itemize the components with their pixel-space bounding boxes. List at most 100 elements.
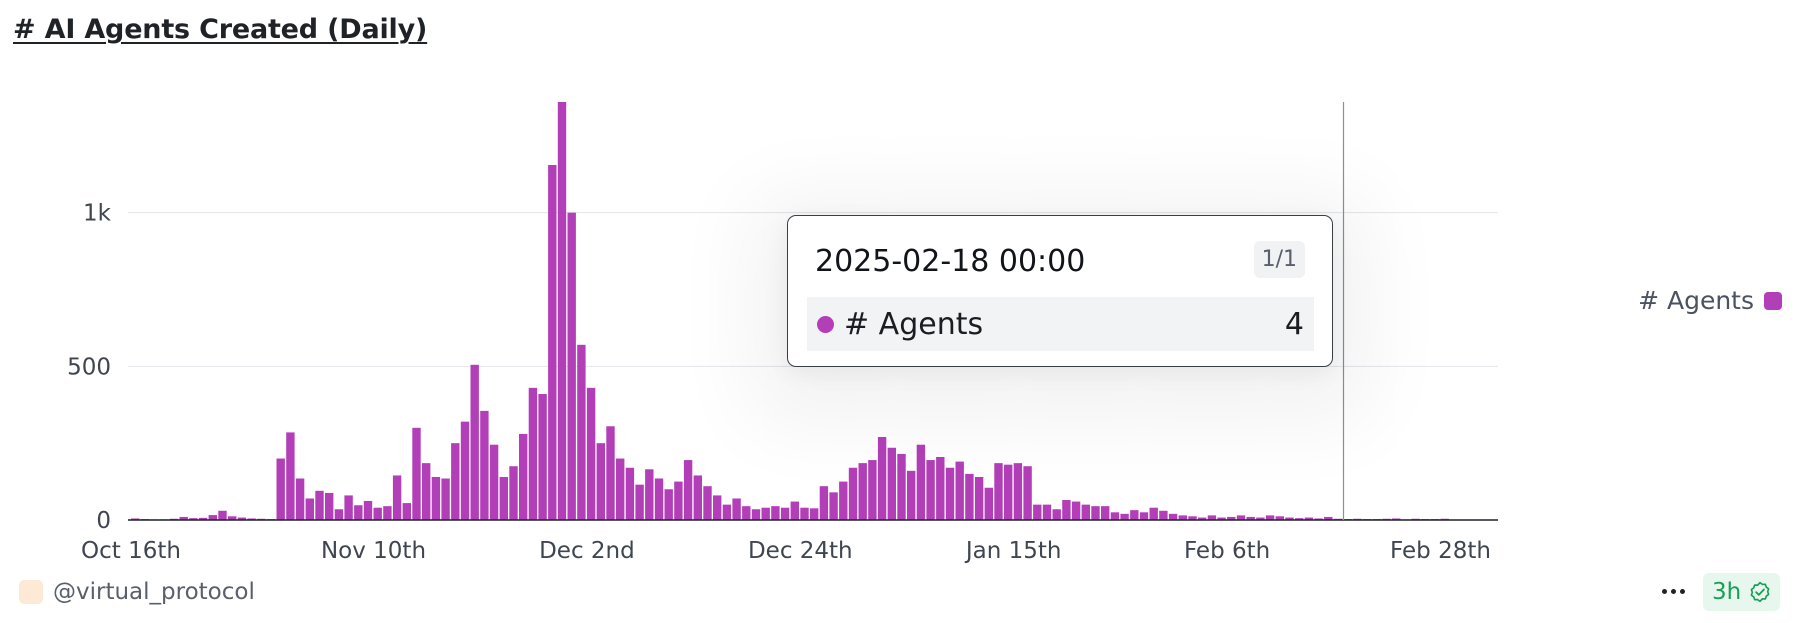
- refresh-age-badge[interactable]: 3h: [1703, 573, 1781, 611]
- bar[interactable]: [392, 475, 402, 520]
- bar[interactable]: [1110, 512, 1120, 520]
- bar[interactable]: [1033, 504, 1042, 520]
- bar[interactable]: [742, 506, 751, 520]
- bar[interactable]: [1042, 504, 1052, 520]
- bar[interactable]: [1314, 518, 1323, 520]
- bar[interactable]: [1168, 513, 1178, 520]
- bar[interactable]: [1149, 507, 1158, 520]
- bar[interactable]: [499, 476, 508, 520]
- bar[interactable]: [790, 501, 799, 520]
- bar[interactable]: [1091, 506, 1100, 520]
- bar[interactable]: [1188, 516, 1197, 520]
- bar[interactable]: [441, 478, 450, 520]
- bar[interactable]: [616, 458, 625, 520]
- bar[interactable]: [509, 466, 518, 520]
- bar[interactable]: [664, 489, 673, 520]
- bar[interactable]: [945, 467, 955, 520]
- bar[interactable]: [1139, 512, 1149, 520]
- more-dots-icon[interactable]: [1660, 581, 1687, 602]
- bar[interactable]: [751, 509, 761, 520]
- bar[interactable]: [247, 518, 256, 520]
- bar[interactable]: [1120, 513, 1129, 520]
- bar[interactable]: [228, 516, 237, 520]
- bar[interactable]: [839, 481, 848, 520]
- bar[interactable]: [926, 460, 935, 520]
- bar[interactable]: [674, 481, 683, 520]
- bar[interactable]: [1062, 500, 1071, 520]
- bar[interactable]: [470, 364, 479, 520]
- bar[interactable]: [363, 500, 373, 520]
- bar[interactable]: [1130, 510, 1139, 520]
- bar[interactable]: [179, 516, 188, 520]
- bar[interactable]: [645, 469, 654, 520]
- bar[interactable]: [344, 495, 353, 520]
- bar[interactable]: [586, 387, 596, 520]
- bar[interactable]: [354, 505, 363, 520]
- bar[interactable]: [1081, 504, 1090, 520]
- bar[interactable]: [829, 492, 838, 520]
- chart-bars[interactable]: [131, 102, 1449, 521]
- bar[interactable]: [295, 478, 305, 520]
- bar[interactable]: [1392, 518, 1401, 520]
- bar[interactable]: [654, 478, 664, 520]
- bar[interactable]: [1023, 466, 1032, 520]
- bar[interactable]: [897, 453, 906, 520]
- bar[interactable]: [431, 476, 441, 520]
- chart-legend[interactable]: # Agents: [1638, 286, 1782, 315]
- bar[interactable]: [955, 461, 964, 520]
- bar[interactable]: [1256, 517, 1265, 520]
- bar[interactable]: [1159, 510, 1168, 520]
- bar[interactable]: [916, 444, 926, 520]
- bar[interactable]: [422, 463, 431, 520]
- bar[interactable]: [286, 432, 295, 520]
- bar[interactable]: [1236, 515, 1246, 520]
- bar[interactable]: [373, 507, 382, 520]
- bar[interactable]: [519, 433, 528, 520]
- bar[interactable]: [402, 503, 411, 520]
- bar[interactable]: [877, 437, 887, 520]
- bar[interactable]: [887, 447, 896, 520]
- bar[interactable]: [606, 426, 615, 520]
- bar[interactable]: [683, 460, 693, 520]
- bar[interactable]: [800, 507, 809, 520]
- bar[interactable]: [276, 458, 285, 520]
- bar[interactable]: [383, 506, 392, 520]
- bar[interactable]: [1198, 517, 1207, 520]
- chart-title[interactable]: # AI Agents Created (Daily): [13, 14, 428, 45]
- bar[interactable]: [907, 470, 916, 520]
- bar[interactable]: [965, 473, 974, 520]
- bar[interactable]: [1275, 516, 1284, 520]
- bar[interactable]: [1217, 517, 1226, 520]
- bar[interactable]: [1004, 464, 1013, 520]
- bar[interactable]: [771, 506, 780, 520]
- bar[interactable]: [1295, 518, 1304, 520]
- bar[interactable]: [1178, 515, 1187, 520]
- bar[interactable]: [635, 484, 644, 520]
- author-avatar[interactable]: [19, 580, 43, 604]
- bar[interactable]: [189, 518, 198, 520]
- bar[interactable]: [237, 517, 247, 520]
- bar[interactable]: [1013, 463, 1023, 520]
- bar[interactable]: [451, 443, 460, 520]
- bar[interactable]: [1207, 515, 1217, 520]
- bar[interactable]: [131, 518, 140, 520]
- bar[interactable]: [994, 463, 1003, 520]
- bar[interactable]: [713, 495, 722, 520]
- bar[interactable]: [1227, 516, 1236, 520]
- bar[interactable]: [984, 487, 993, 520]
- bar[interactable]: [974, 476, 984, 520]
- bar[interactable]: [1052, 509, 1061, 520]
- bar[interactable]: [315, 490, 324, 520]
- bar[interactable]: [218, 510, 227, 520]
- bar[interactable]: [625, 467, 635, 520]
- bar[interactable]: [528, 387, 538, 520]
- bar[interactable]: [858, 463, 867, 520]
- bar[interactable]: [577, 344, 586, 520]
- bar[interactable]: [693, 475, 702, 520]
- bar[interactable]: [868, 460, 877, 520]
- bar[interactable]: [208, 515, 217, 520]
- bar[interactable]: [198, 517, 208, 520]
- author-handle[interactable]: @virtual_protocol: [53, 579, 255, 605]
- bar[interactable]: [489, 444, 499, 520]
- bar[interactable]: [334, 509, 344, 520]
